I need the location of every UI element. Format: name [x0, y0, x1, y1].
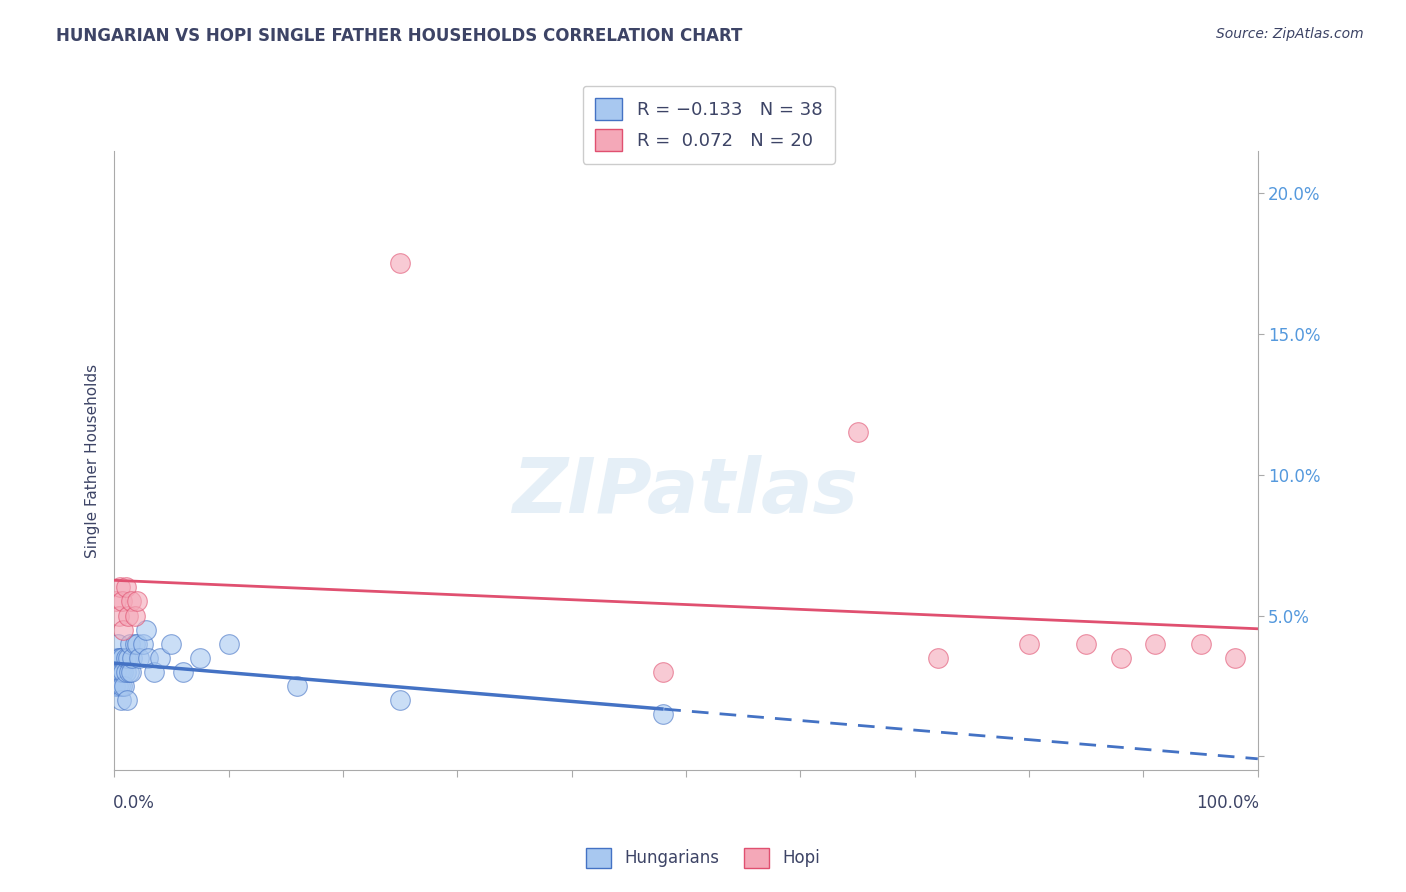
Point [149, 650, 172, 665]
Point [172, 665, 194, 679]
Point [108, 650, 131, 665]
Point [389, 693, 412, 707]
Point [160, 637, 183, 651]
Point [218, 637, 240, 651]
Point [120, 637, 142, 651]
Point [1223, 650, 1246, 665]
Point [132, 637, 155, 651]
Point [107, 637, 129, 651]
Point [1143, 637, 1166, 651]
Point [111, 594, 134, 608]
Point [1109, 650, 1132, 665]
Point [114, 581, 136, 595]
Point [107, 679, 129, 693]
Point [125, 594, 148, 608]
Point [110, 693, 132, 707]
Point [846, 425, 869, 440]
Point [118, 665, 141, 679]
Point [111, 679, 134, 693]
Point [107, 665, 129, 679]
Point [138, 650, 160, 665]
Point [117, 608, 139, 623]
Point [104, 679, 127, 693]
Point [112, 623, 135, 637]
Legend: Hungarians, Hopi: Hungarians, Hopi [579, 841, 827, 875]
Point [124, 637, 146, 651]
Text: Source: ZipAtlas.com: Source: ZipAtlas.com [1216, 27, 1364, 41]
Point [652, 665, 675, 679]
Point [105, 594, 128, 608]
Point [108, 679, 131, 693]
Point [110, 665, 132, 679]
Point [105, 650, 128, 665]
Point [107, 650, 129, 665]
Point [1018, 637, 1040, 651]
Point [114, 679, 136, 693]
Text: ZIPatlas: ZIPatlas [513, 455, 859, 529]
Point [108, 581, 131, 595]
Point [120, 594, 142, 608]
Point [188, 650, 211, 665]
Point [124, 608, 146, 623]
Text: 100.0%: 100.0% [1197, 794, 1258, 812]
Point [107, 608, 129, 623]
Point [112, 665, 135, 679]
Point [128, 650, 150, 665]
Point [114, 665, 136, 679]
Text: 0.0%: 0.0% [112, 794, 155, 812]
Point [927, 650, 949, 665]
Point [115, 693, 138, 707]
Point [125, 637, 148, 651]
Y-axis label: Single Father Households: Single Father Households [86, 364, 100, 558]
Point [652, 707, 675, 722]
Point [1076, 637, 1098, 651]
Point [1189, 637, 1212, 651]
Point [143, 665, 166, 679]
Point [105, 665, 128, 679]
Text: HUNGARIAN VS HOPI SINGLE FATHER HOUSEHOLDS CORRELATION CHART: HUNGARIAN VS HOPI SINGLE FATHER HOUSEHOL… [56, 27, 742, 45]
Point [135, 623, 157, 637]
Point [114, 650, 136, 665]
Point [389, 256, 412, 270]
Point [111, 650, 134, 665]
Point [120, 665, 142, 679]
Point [117, 650, 139, 665]
Legend: R = −0.133   N = 38, R =  0.072   N = 20: R = −0.133 N = 38, R = 0.072 N = 20 [582, 86, 835, 164]
Point [285, 679, 308, 693]
Point [121, 650, 143, 665]
